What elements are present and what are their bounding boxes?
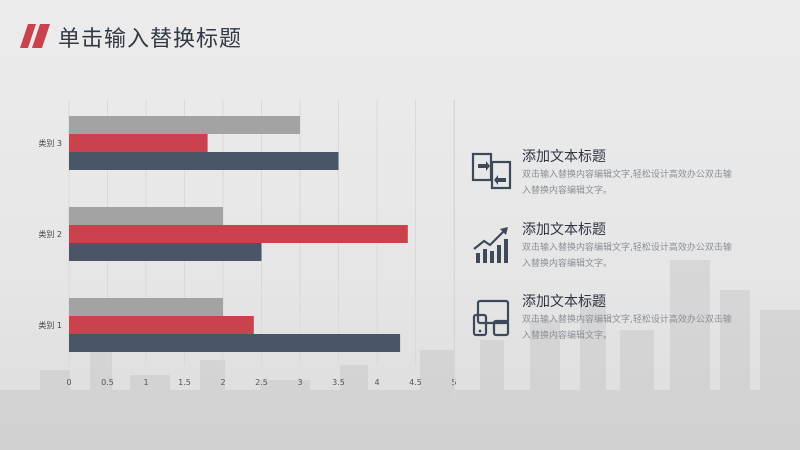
info-heading: 添加文本标题 [522,222,606,238]
x-tick-label: 4 [374,378,379,387]
category-label: 类别 1 [38,320,62,330]
bar [69,316,254,334]
bar [69,243,262,261]
x-tick-label: 3 [297,378,302,387]
bar [69,134,208,152]
x-tick-label: 0.5 [101,378,114,387]
category-label: 类别 3 [38,138,62,148]
bar [69,225,408,243]
info-description: 双击输入替换内容编辑文字,轻松设计高效办公双击输入替换内容编辑文字。 [522,170,732,196]
x-tick-label: 0 [66,378,71,387]
bar [69,152,339,170]
x-tick-label: 2.5 [255,378,268,387]
x-tick-label: 3.5 [332,378,345,387]
x-tick-label: 2 [220,378,225,387]
category-label: 类别 2 [38,229,62,239]
chart-bars [69,116,408,352]
bar [69,298,223,316]
x-tick-label: 1 [143,378,148,387]
file-transfer-icon [471,152,512,190]
info-heading: 添加文本标题 [522,294,606,310]
info-description: 双击输入替换内容编辑文字,轻松设计高效办公双击输入替换内容编辑文字。 [522,243,732,269]
section-divider [454,100,455,400]
devices-icon [472,299,510,337]
bar [69,116,300,134]
info-heading: 添加文本标题 [522,149,606,165]
x-tick-label: 4.5 [409,378,422,387]
bar [69,334,401,352]
bar-chart: 00.511.522.533.544.55类别 1类别 2类别 3 [38,100,457,387]
info-item: 添加文本标题 双击输入替换内容编辑文字,轻松设计高效办公双击输入替换内容编辑文字… [470,146,770,216]
x-tick-label: 1.5 [178,378,191,387]
info-description: 双击输入替换内容编辑文字,轻松设计高效办公双击输入替换内容编辑文字。 [522,315,732,341]
city-skyline-background [0,260,800,450]
bar [69,207,223,225]
info-item: 添加文本标题 双击输入替换内容编辑文字,轻松设计高效办公双击输入替换内容编辑文字… [470,219,770,289]
title-accent-mark [20,24,50,48]
page-title: 单击输入替换标题 [58,27,243,52]
growth-chart-icon [473,227,508,263]
info-item: 添加文本标题 双击输入替换内容编辑文字,轻松设计高效办公双击输入替换内容编辑文字… [470,291,770,361]
